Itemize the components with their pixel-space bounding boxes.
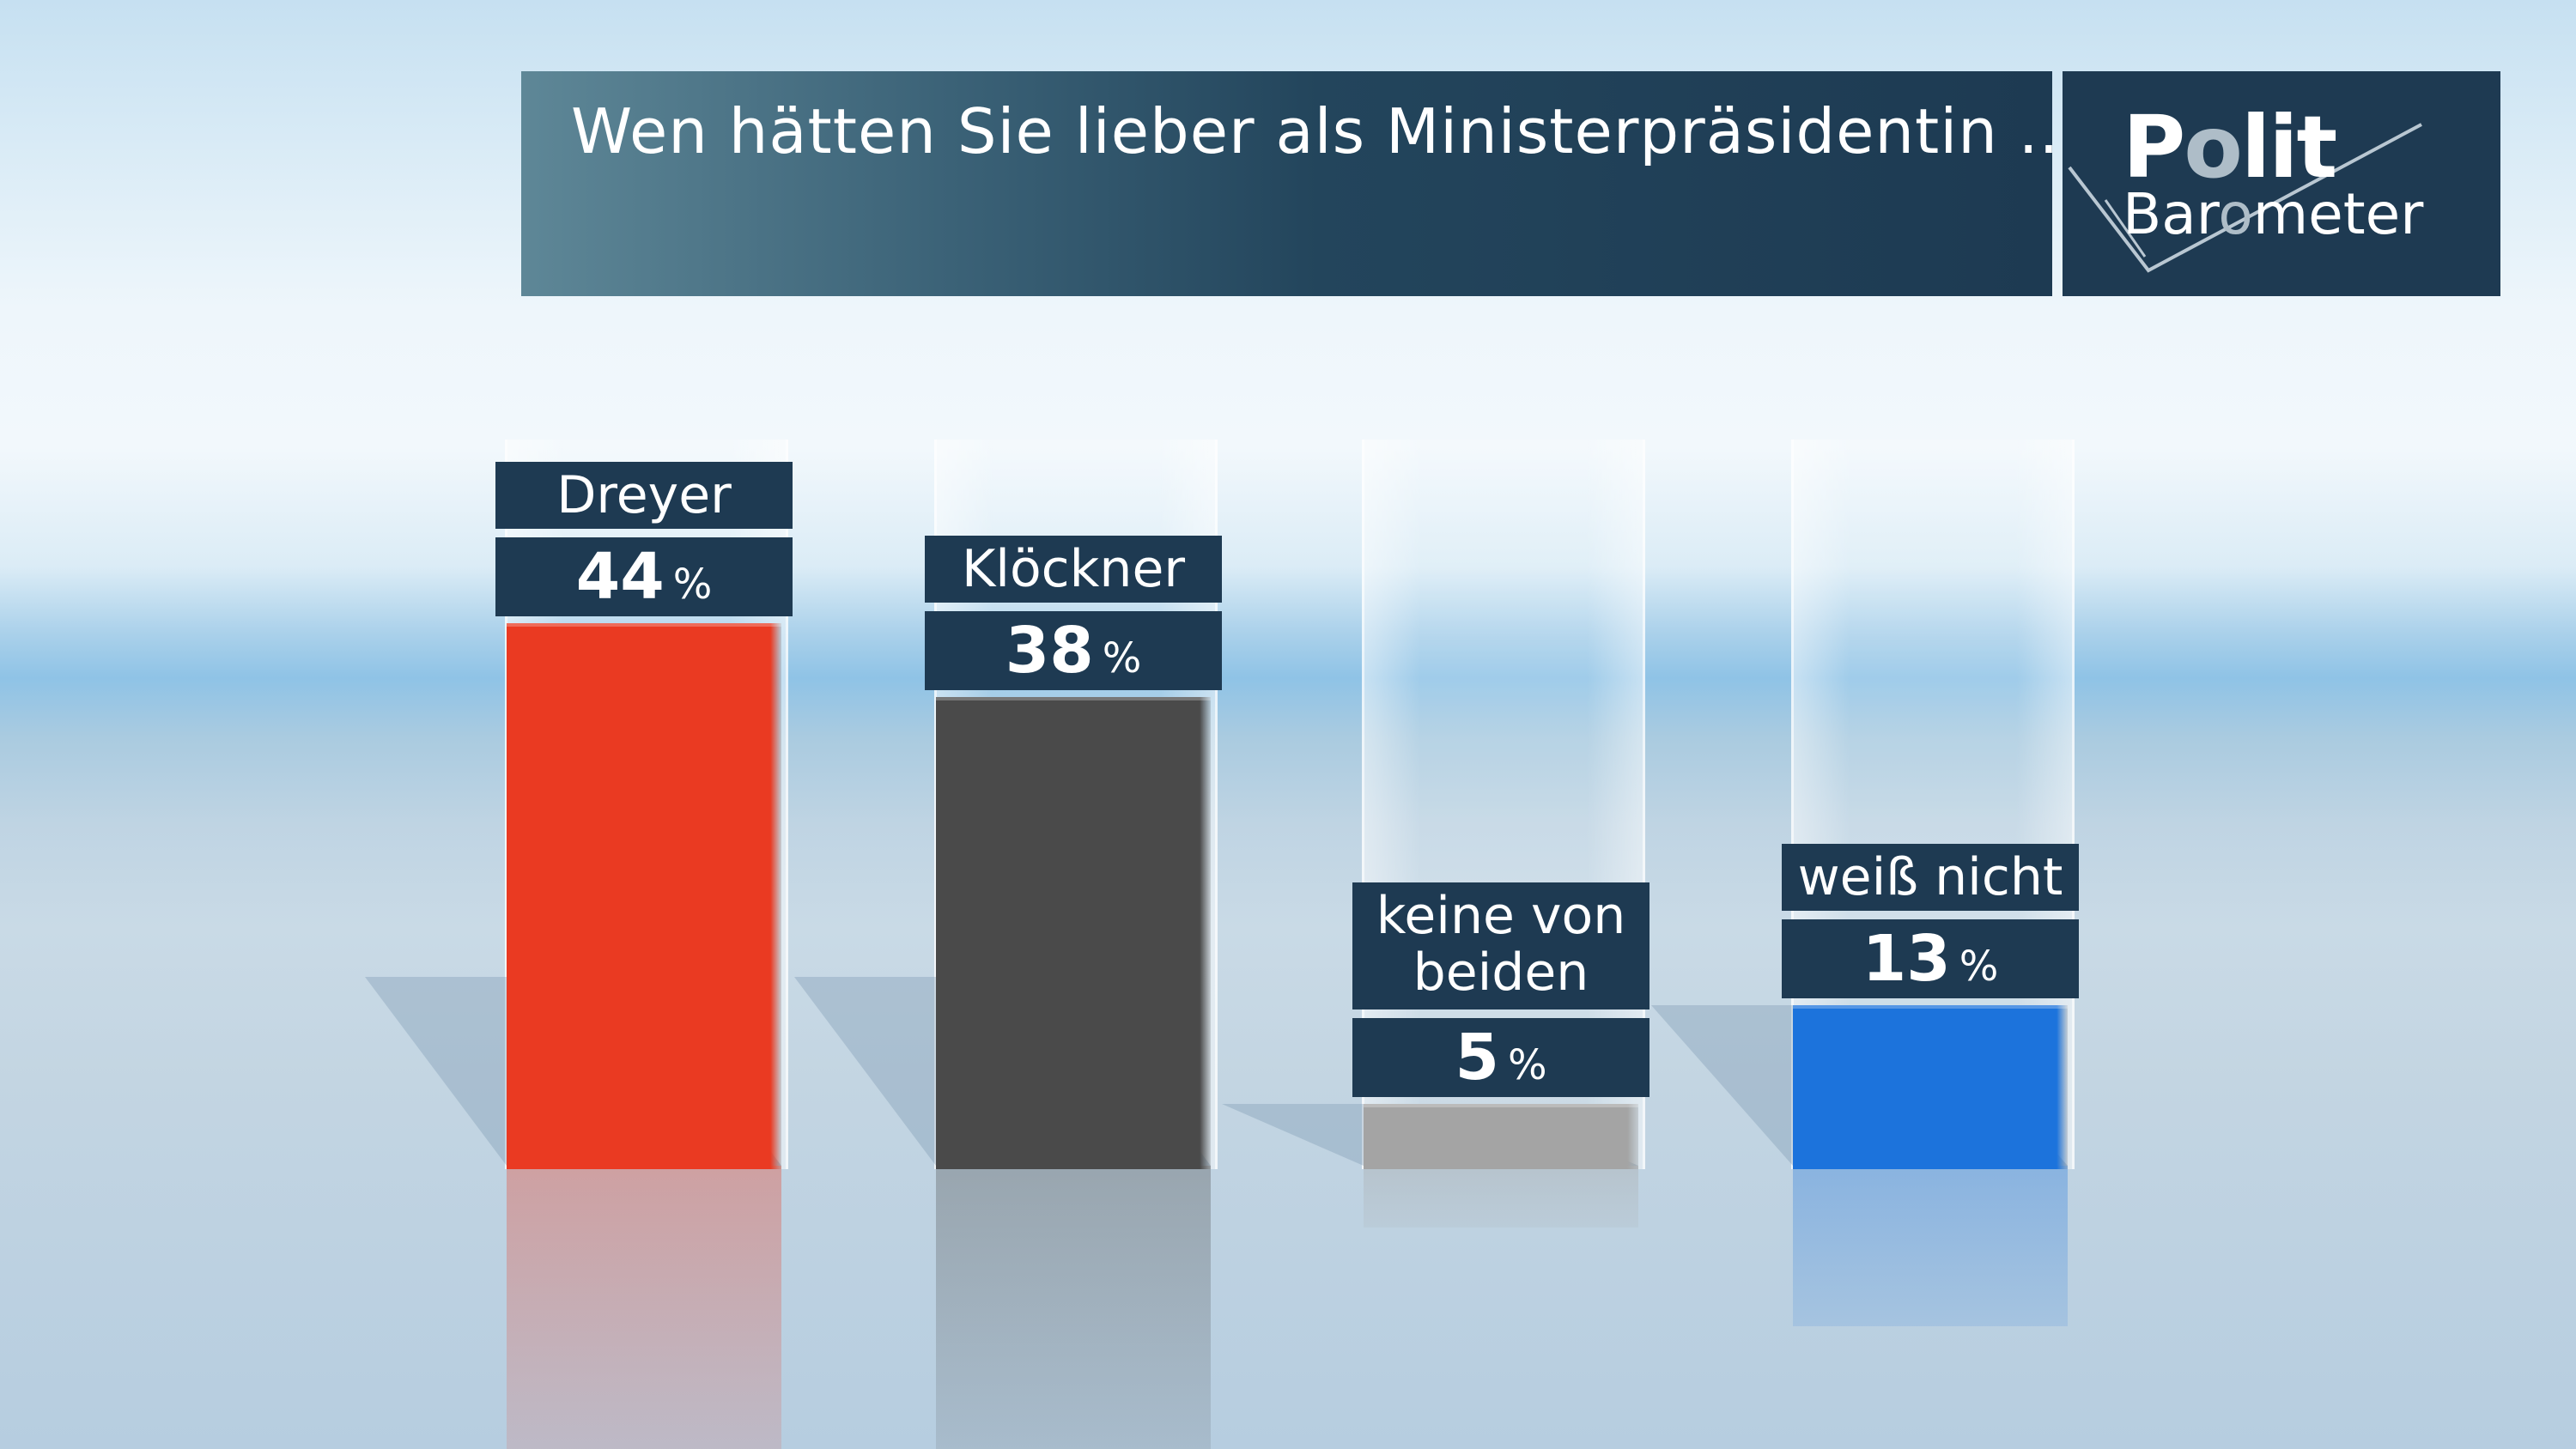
bar-value: 38%: [925, 611, 1222, 707]
chart-title-banner: Wen hätten Sie lieber als Ministerpräsid…: [521, 71, 2079, 296]
bar-value: 13%: [1782, 919, 2079, 1016]
bar-value-percent: %: [1507, 1041, 1547, 1089]
bar-category-label: keine von beiden: [1352, 882, 1649, 1009]
bar-2: [936, 697, 1211, 1169]
bar-value-number: 44: [575, 540, 665, 614]
bar-value-label: 44%: [495, 537, 793, 616]
bar-reflection: [936, 1166, 1211, 1449]
bar-4: [1793, 1005, 2068, 1169]
bar-value-percent: %: [1959, 943, 1999, 991]
bar-value: 44%: [495, 537, 793, 634]
bar-value-label: 5%: [1352, 1018, 1649, 1097]
bar-reflection: [1364, 1166, 1638, 1228]
bar-value-number: 13: [1862, 922, 1951, 996]
bar-value-number: 38: [1005, 614, 1094, 688]
bar-category-label: Dreyer: [495, 462, 793, 529]
logo-word-polit: Polit: [2123, 97, 2337, 197]
politbarometer-logo: Polit Barometer: [2063, 71, 2500, 296]
logo-checkmark-icon: [2068, 123, 2422, 273]
bar-value-label: 13%: [1782, 919, 2079, 998]
bar-value-percent: %: [1102, 634, 1142, 682]
logo-word-barometer: Barometer: [2123, 181, 2424, 247]
bar-reflection: [507, 1166, 781, 1449]
chart-title: Wen hätten Sie lieber als Ministerpräsid…: [571, 95, 2081, 167]
bar-category-text: Dreyer: [556, 465, 732, 525]
bar-category-text: keine von beiden: [1376, 886, 1626, 1003]
bar-1: [507, 623, 781, 1169]
bar-value: 5%: [1352, 1018, 1649, 1114]
bar-reflection: [1793, 1166, 2068, 1326]
bar-value-number: 5: [1455, 1021, 1499, 1094]
bar-3: [1364, 1104, 1638, 1169]
bar-value-percent: %: [672, 561, 713, 609]
bar-category-text: Klöckner: [961, 539, 1186, 599]
bar-category-label: Klöckner: [925, 536, 1222, 603]
bar-value-label: 38%: [925, 611, 1222, 690]
bar-category-text: weiß nicht: [1797, 847, 2063, 907]
bar-category-label: weiß nicht: [1782, 844, 2079, 911]
